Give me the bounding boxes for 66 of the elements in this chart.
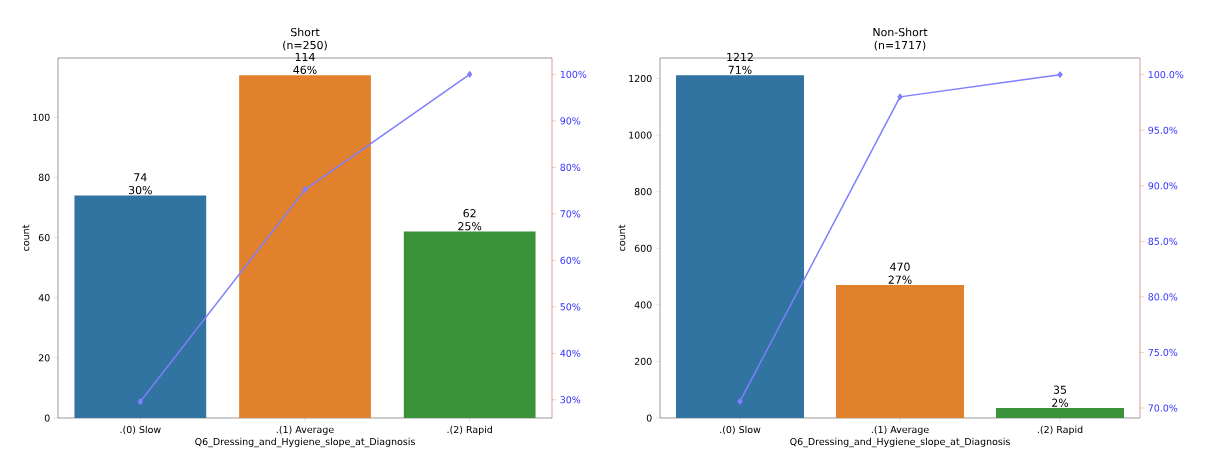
y-tick-label: 40 xyxy=(38,294,50,302)
x-tick-label: .(1) Average xyxy=(276,425,334,435)
y2-tick-label: 30% xyxy=(560,396,581,404)
point xyxy=(137,398,143,405)
y2-tick-label: 40% xyxy=(560,349,581,357)
annotation: 2% xyxy=(1052,398,1069,407)
y-tick-label: 80 xyxy=(38,173,50,181)
bar xyxy=(996,408,1125,418)
x-tick-label: .(0) Slow xyxy=(120,425,161,435)
annotation: 71% xyxy=(728,65,752,74)
chart-subtitle: (n=250) xyxy=(283,40,327,51)
annotation: 46% xyxy=(293,65,317,74)
y2-tick-label: 60% xyxy=(560,256,581,264)
y-tick-label: 200 xyxy=(634,357,652,366)
y-tick-label: 0 xyxy=(44,414,50,422)
y-tick-label: 1200 xyxy=(629,74,652,83)
annotation: 27% xyxy=(888,275,912,284)
data-label: 470 xyxy=(890,262,910,271)
data-label: 62 xyxy=(463,209,476,218)
x-tick-label: .(1) Average xyxy=(871,425,929,435)
bar xyxy=(239,75,371,418)
x-tick-label: .(2) Rapid xyxy=(447,425,492,435)
chart-title: Short xyxy=(291,27,320,37)
bar xyxy=(74,195,207,418)
point xyxy=(1057,71,1063,78)
y2-tick-label: 85.0% xyxy=(1148,237,1178,245)
bar xyxy=(676,75,805,418)
y2-tick-label: 100.0% xyxy=(1148,71,1184,79)
y-tick-label: 600 xyxy=(634,244,652,252)
y-tick-label: 800 xyxy=(634,188,652,196)
chart-title: Non-Short xyxy=(873,27,928,37)
y-tick-label: 20 xyxy=(38,354,50,362)
y-tick-label: 400 xyxy=(634,301,652,309)
y2-tick-label: 90% xyxy=(560,117,581,125)
y2-tick-label: 70% xyxy=(560,210,581,218)
y-tick-label: 1000 xyxy=(629,131,652,139)
y2-tick-label: 100% xyxy=(560,70,587,78)
y2-tick-label: 80.0% xyxy=(1148,293,1178,301)
x-tick-label: .(2) Rapid xyxy=(1037,425,1083,435)
data-label: 114 xyxy=(295,52,315,61)
bar xyxy=(403,231,536,418)
y2-tick-label: 90.0% xyxy=(1148,182,1178,190)
data-label: 1212 xyxy=(727,52,753,61)
point xyxy=(737,398,743,405)
bar xyxy=(836,285,965,418)
y2-tick-label: 80% xyxy=(560,163,581,171)
y-tick-label: 100 xyxy=(33,113,50,121)
y2-tick-label: 70.0% xyxy=(1148,404,1178,412)
y-axis-title: count xyxy=(618,224,626,251)
data-label: 74 xyxy=(134,173,147,182)
data-label: 35 xyxy=(1053,385,1067,394)
point xyxy=(302,186,308,193)
point xyxy=(897,93,903,101)
annotation: 25% xyxy=(458,222,482,231)
chart-subtitle: (n=1717) xyxy=(874,40,926,51)
y-axis-title: count xyxy=(22,224,30,251)
point xyxy=(467,71,473,78)
x-axis-title: Q6_Dressing_and_Hygiene_slope_at_Diagnosis xyxy=(790,437,1010,448)
y2-tick-label: 75.0% xyxy=(1148,348,1178,357)
y2-tick-label: 50% xyxy=(560,303,581,311)
annotation: 30% xyxy=(128,185,152,195)
y-tick-label: 0 xyxy=(646,414,652,422)
x-tick-label: .(0) Slow xyxy=(720,425,761,435)
x-axis-title: Q6_Dressing_and_Hygiene_slope_at_Diagnosis xyxy=(195,437,415,448)
y2-tick-label: 95.0% xyxy=(1148,126,1178,134)
y-tick-label: 60 xyxy=(38,233,50,242)
